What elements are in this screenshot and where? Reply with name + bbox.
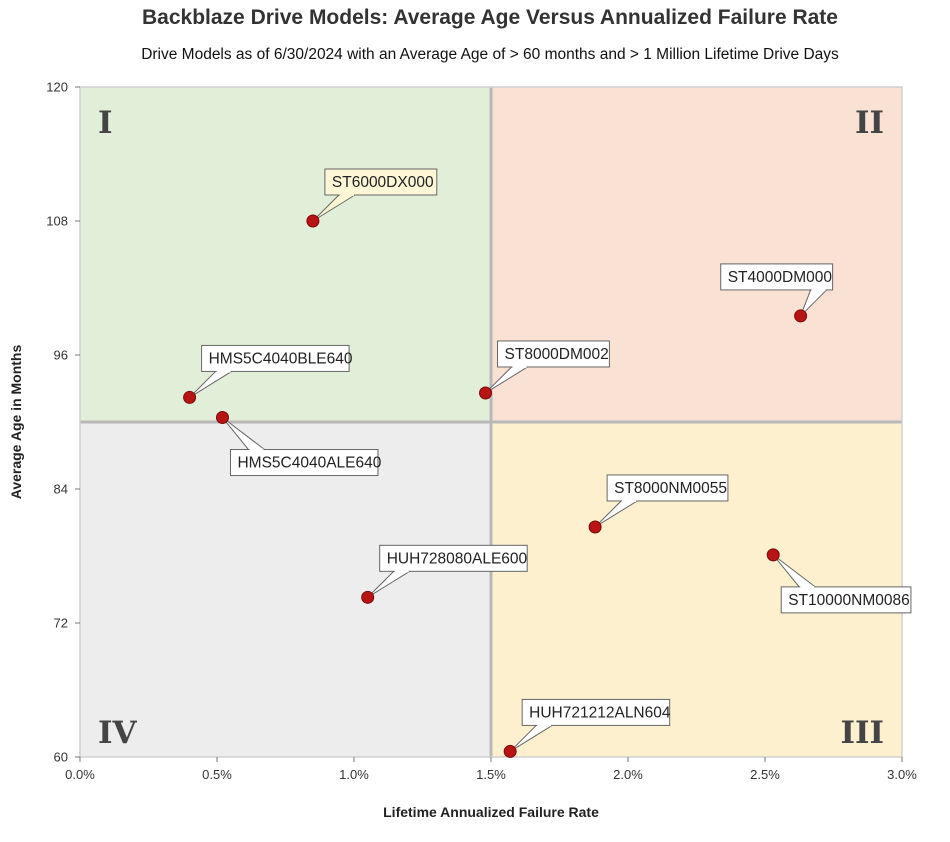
y-tick-label: 108 bbox=[46, 214, 68, 229]
data-point bbox=[794, 309, 808, 323]
x-axis-ticks: 0.0% 0.5% 1.0% 1.5% 2.0% 2.5% 3.0% bbox=[65, 757, 917, 782]
callout: HMS5C4040BLE640 bbox=[189, 344, 353, 398]
x-axis-label: Lifetime Annualized Failure Rate bbox=[383, 804, 599, 820]
y-tick-label: 120 bbox=[46, 80, 68, 95]
x-tick-label: 2.5% bbox=[750, 767, 780, 782]
x-tick-label: 1.5% bbox=[476, 767, 506, 782]
data-point bbox=[766, 548, 780, 562]
point-label: ST8000NM0055 bbox=[614, 480, 727, 497]
point-label: HUH721212ALN604 bbox=[529, 704, 671, 721]
x-tick-label: 2.0% bbox=[613, 767, 643, 782]
callout: HUH728080ALE600 bbox=[367, 544, 528, 598]
y-tick-label: 96 bbox=[54, 348, 68, 363]
data-point bbox=[588, 520, 602, 534]
callout-box bbox=[780, 586, 912, 614]
point-label: ST8000DM002 bbox=[505, 346, 609, 363]
callout-box bbox=[324, 168, 438, 196]
x-tick-label: 0.5% bbox=[202, 767, 232, 782]
callout: ST6000DX000 bbox=[312, 168, 438, 222]
y-axis-ticks: 60 72 84 96 108 120 bbox=[46, 80, 80, 765]
quadrant-label-iv: IV bbox=[98, 715, 138, 751]
data-point bbox=[215, 411, 229, 425]
data-point bbox=[361, 590, 375, 604]
point-label: HMS5C4040BLE640 bbox=[209, 350, 353, 367]
quadrant-dividers bbox=[80, 87, 902, 757]
x-tick-label: 0.0% bbox=[65, 767, 95, 782]
x-tick-label: 3.0% bbox=[887, 767, 917, 782]
callout-box bbox=[201, 344, 350, 372]
callout-box bbox=[229, 449, 379, 477]
point-label: ST4000DM000 bbox=[728, 269, 833, 286]
data-points bbox=[183, 214, 808, 758]
point-label: ST6000DX000 bbox=[332, 174, 434, 191]
y-tick-label: 60 bbox=[54, 750, 68, 765]
point-label: HUH728080ALE600 bbox=[387, 550, 528, 567]
quadrant-label-iii: III bbox=[840, 715, 884, 751]
callout-box bbox=[379, 544, 528, 572]
chart-subtitle: Drive Models as of 6/30/2024 with an Ave… bbox=[141, 46, 839, 63]
point-callouts: ST6000DX000 ST4000DM000 HMS5C4040BLE640 ST8… bbox=[189, 168, 912, 752]
point-label: HMS5C4040ALE640 bbox=[237, 455, 381, 472]
callout: ST4000DM000 bbox=[720, 263, 834, 317]
callout: HUH721212ALN604 bbox=[509, 698, 671, 752]
point-label: ST10000NM0086 bbox=[788, 592, 910, 609]
y-axis-label: Average Age in Months bbox=[8, 345, 24, 500]
quadrant-label-ii: II bbox=[855, 105, 884, 141]
chart-title: Backblaze Drive Models: Average Age Vers… bbox=[142, 6, 838, 29]
data-point bbox=[183, 390, 197, 404]
callout: ST10000NM0086 bbox=[772, 554, 912, 614]
callout: HMS5C4040ALE640 bbox=[221, 417, 382, 477]
x-tick-label: 1.0% bbox=[339, 767, 369, 782]
callout-box bbox=[521, 698, 671, 726]
callout-box bbox=[606, 474, 729, 502]
quadrant-bg-ii bbox=[491, 87, 902, 422]
data-point bbox=[479, 386, 493, 400]
callout-box bbox=[497, 340, 610, 368]
y-tick-label: 84 bbox=[54, 482, 68, 497]
y-tick-label: 72 bbox=[54, 616, 68, 631]
quadrant-label-i: I bbox=[98, 105, 113, 141]
callout: ST8000NM0055 bbox=[594, 474, 729, 528]
data-point bbox=[503, 744, 517, 758]
quadrant-bg-iv bbox=[80, 422, 491, 757]
callout: ST8000DM002 bbox=[485, 340, 610, 394]
data-point bbox=[306, 214, 320, 228]
callout-box bbox=[720, 263, 834, 291]
